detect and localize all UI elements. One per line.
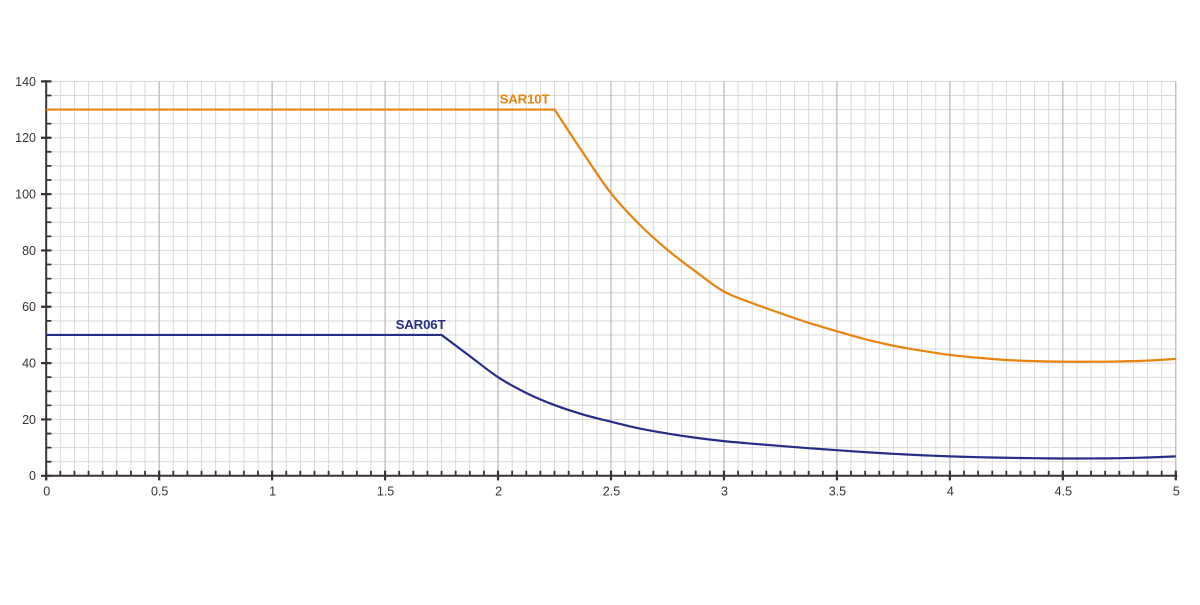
svg-text:20: 20: [22, 413, 36, 427]
svg-text:SAR10T: SAR10T: [500, 91, 550, 106]
svg-text:60: 60: [22, 300, 36, 314]
svg-text:2: 2: [495, 485, 502, 499]
svg-text:100: 100: [15, 187, 36, 201]
svg-text:1: 1: [269, 485, 276, 499]
svg-text:3: 3: [721, 485, 728, 499]
svg-text:4: 4: [947, 485, 954, 499]
svg-text:120: 120: [15, 131, 36, 145]
svg-text:0: 0: [43, 485, 50, 499]
svg-text:0.5: 0.5: [151, 485, 168, 499]
svg-text:SAR06T: SAR06T: [396, 317, 446, 332]
svg-text:80: 80: [22, 244, 36, 258]
svg-text:5: 5: [1173, 485, 1180, 499]
svg-text:2.5: 2.5: [603, 485, 620, 499]
svg-text:3.5: 3.5: [829, 485, 846, 499]
svg-text:140: 140: [15, 75, 36, 89]
svg-text:0: 0: [29, 469, 36, 483]
svg-text:4.5: 4.5: [1055, 485, 1072, 499]
svg-text:1.5: 1.5: [377, 485, 394, 499]
svg-text:40: 40: [22, 357, 36, 371]
